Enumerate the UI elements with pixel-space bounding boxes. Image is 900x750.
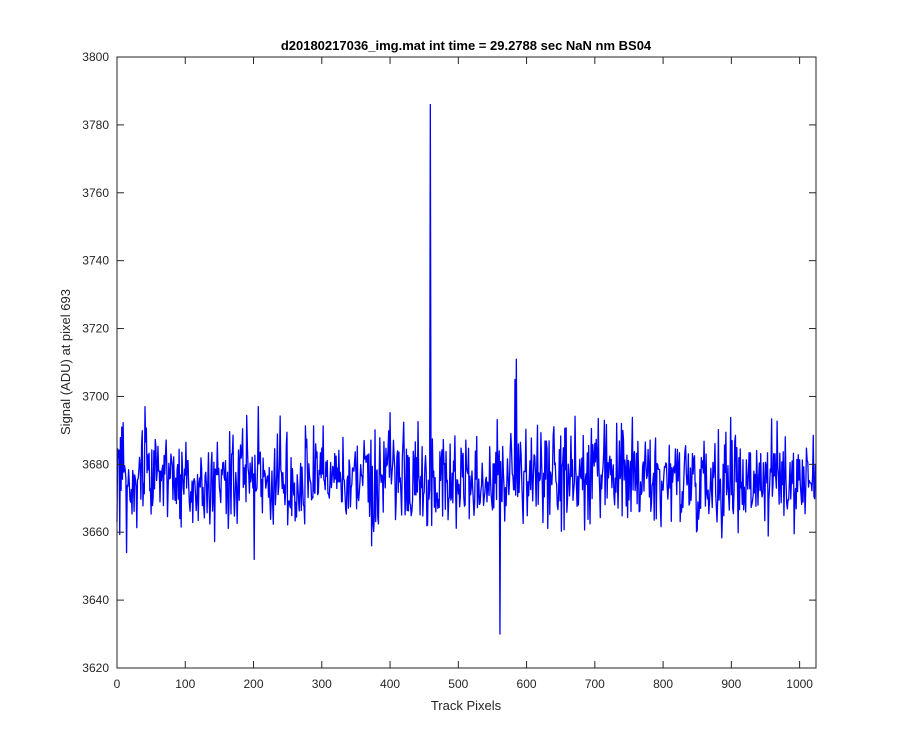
chart-title: d20180217036_img.mat int time = 29.2788 … — [281, 38, 652, 53]
y-axis-label: Signal (ADU) at pixel 693 — [58, 289, 73, 435]
x-tick-label: 0 — [114, 677, 121, 691]
x-tick-label: 700 — [585, 677, 605, 691]
y-tick-label: 3660 — [82, 525, 109, 539]
x-tick-label: 1000 — [786, 677, 813, 691]
signal-series-line — [116, 103, 816, 635]
y-axis-ticks: 3620 3640 3660 3680 3700 3720 3740 3760 3780 3800 — [82, 50, 816, 675]
x-axis-label: Track Pixels — [431, 698, 502, 713]
y-tick-label: 3700 — [82, 389, 109, 403]
y-tick-label: 3680 — [82, 457, 109, 471]
y-tick-label: 3780 — [82, 118, 109, 132]
y-tick-label: 3720 — [82, 322, 109, 336]
y-tick-label: 3740 — [82, 254, 109, 268]
y-tick-label: 3620 — [82, 661, 109, 675]
x-tick-label: 900 — [721, 677, 741, 691]
x-tick-label: 200 — [244, 677, 264, 691]
y-tick-label: 3760 — [82, 186, 109, 200]
x-tick-label: 600 — [517, 677, 537, 691]
x-tick-label: 800 — [653, 677, 673, 691]
axes-box — [116, 56, 817, 669]
x-tick-label: 100 — [175, 677, 195, 691]
x-axis-ticks: 0 100 200 300 400 500 600 700 800 900 1000 — [114, 57, 813, 691]
plot-data — [116, 103, 816, 635]
y-tick-label: 3800 — [82, 50, 109, 64]
y-tick-label: 3640 — [82, 593, 109, 607]
plot-background — [117, 57, 816, 668]
x-tick-label: 500 — [448, 677, 468, 691]
x-tick-label: 300 — [312, 677, 332, 691]
x-tick-label: 400 — [380, 677, 400, 691]
